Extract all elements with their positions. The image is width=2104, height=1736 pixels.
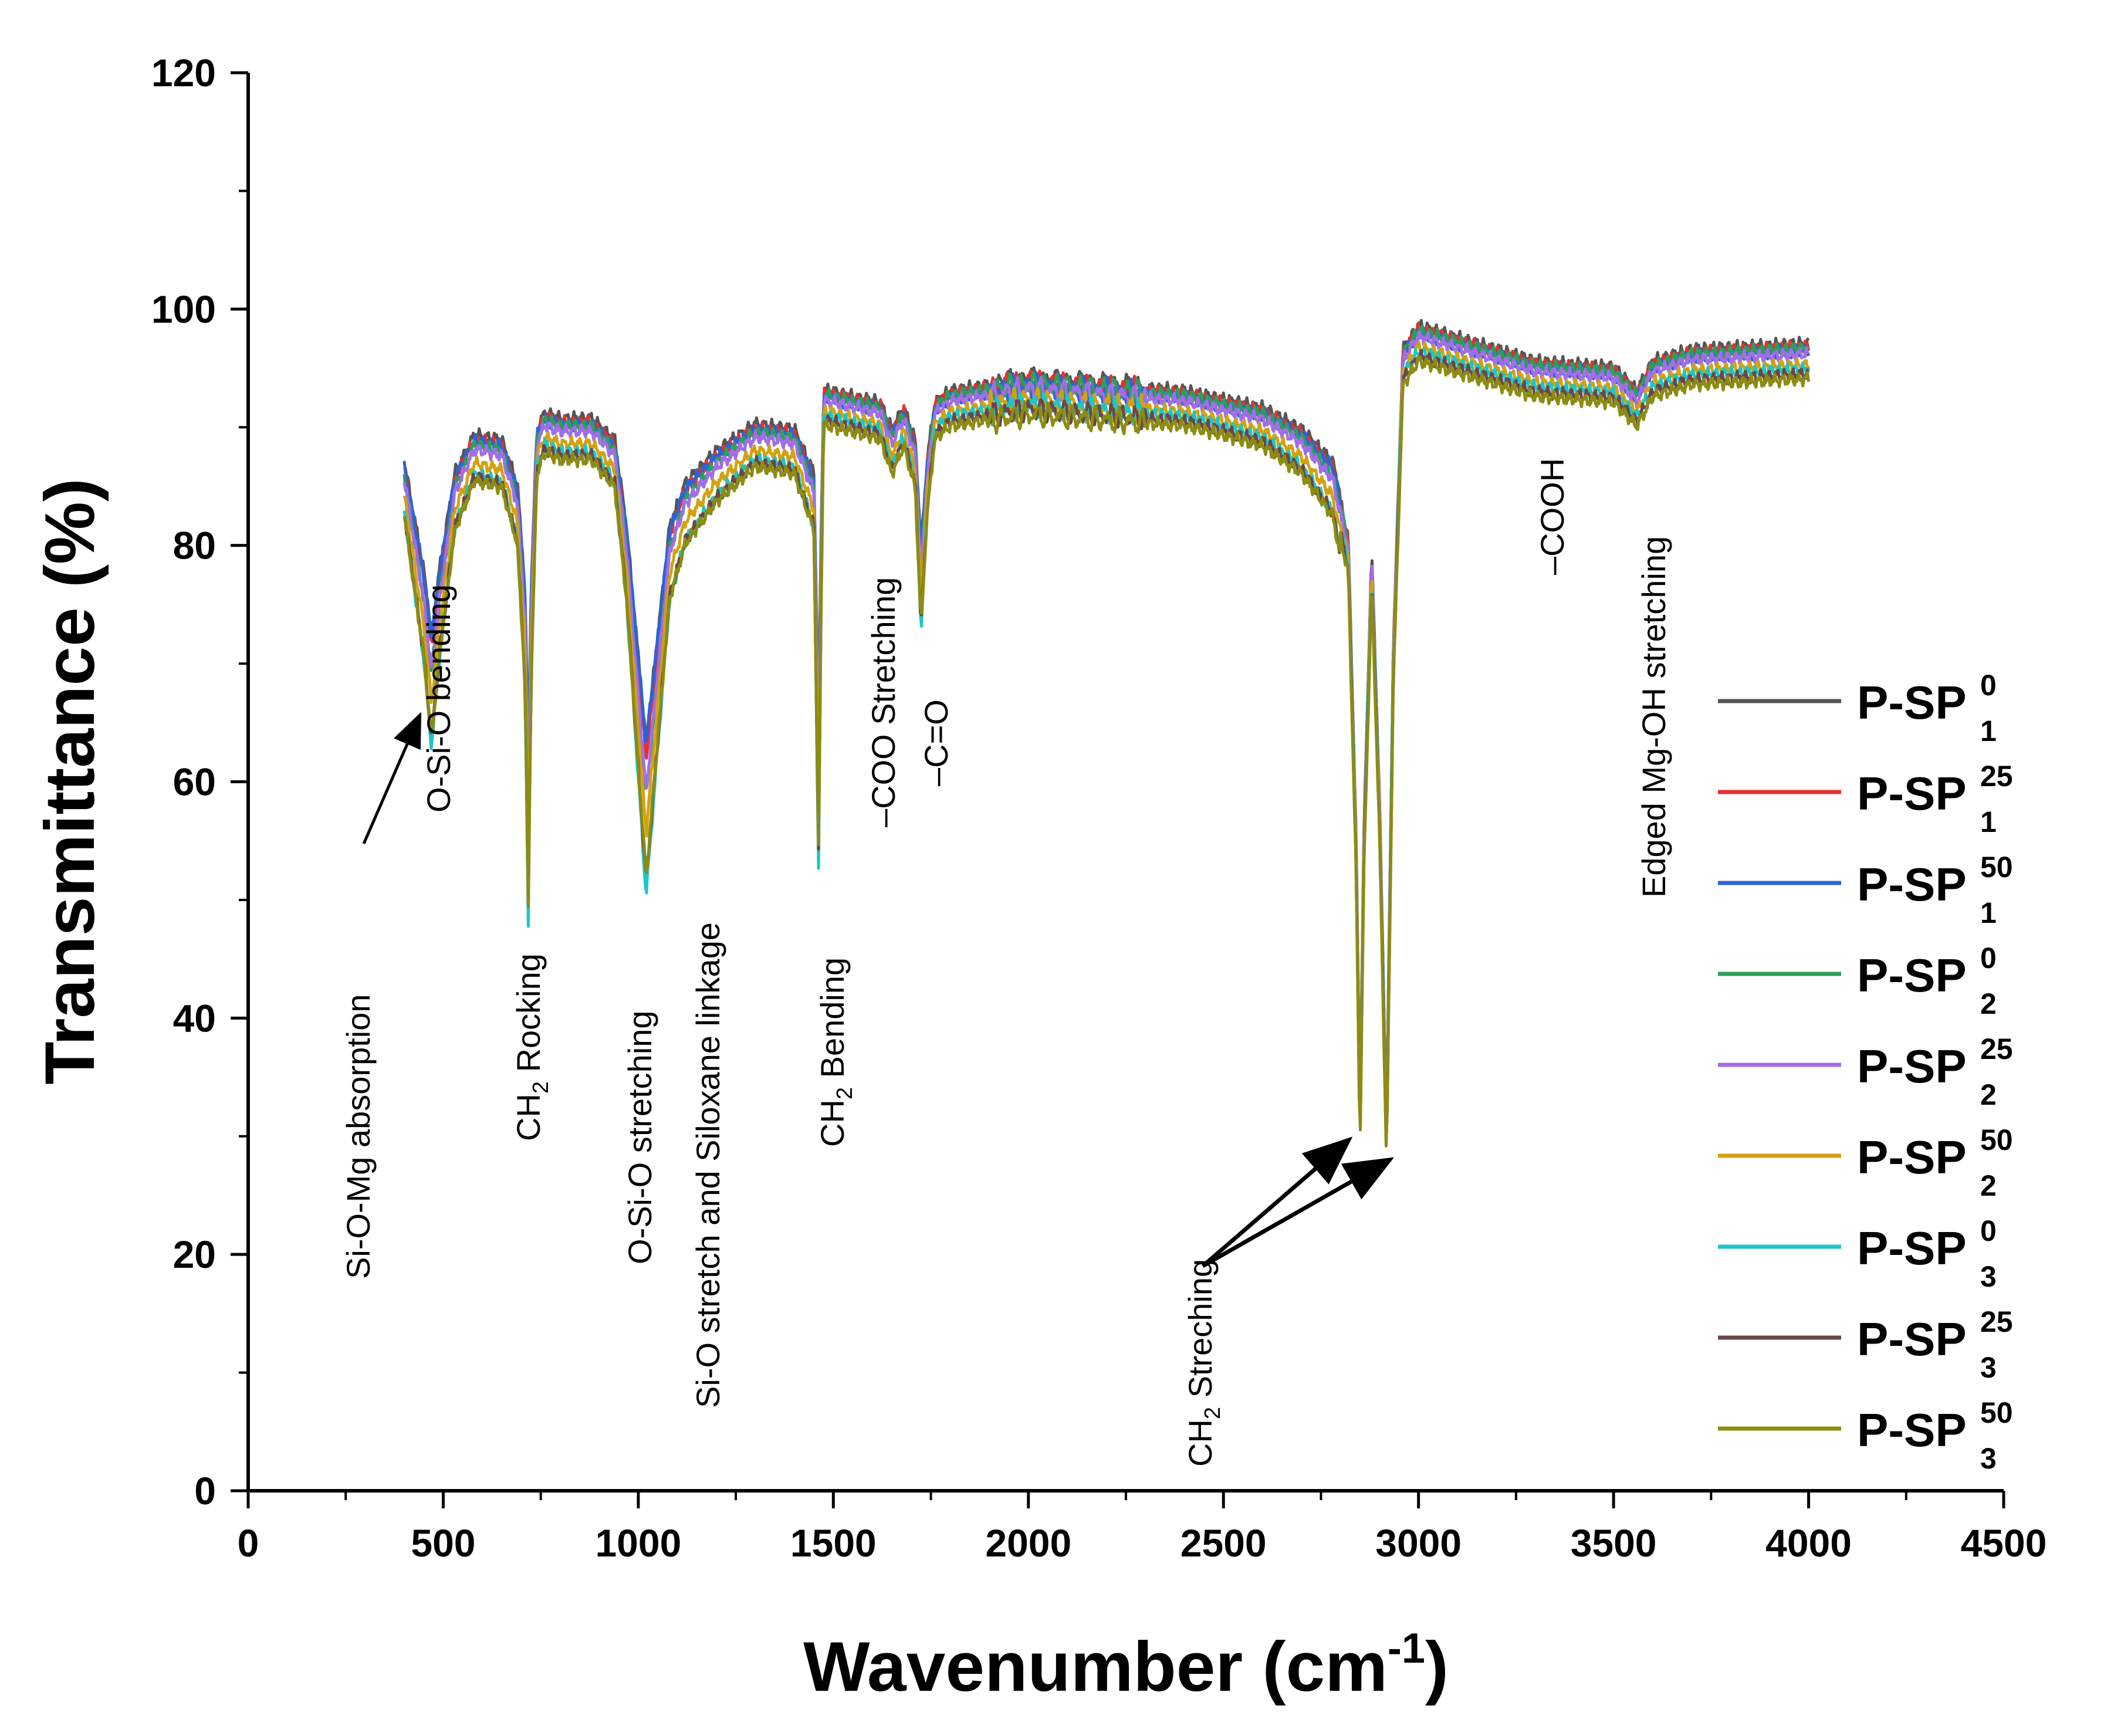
legend-item-2: P-SP 25 1 — [1718, 760, 2013, 838]
legend-label: P-SP — [1857, 858, 1967, 911]
series-line-4 — [402, 324, 1809, 1124]
legend-item-9: P-SP 50 3 — [1718, 1396, 2013, 1475]
legend-subscript: 2 — [1980, 1078, 1997, 1111]
legend-label: P-SP — [1857, 1131, 1967, 1183]
x-tick-label: 2000 — [985, 1521, 1071, 1565]
legend-subscript: 3 — [1980, 1351, 1997, 1384]
annotation-9: CH2 Streching — [1182, 1259, 1225, 1467]
annotation-5: Si-O stretch and Siloxane linkage — [689, 922, 726, 1408]
legend-label: P-SP — [1857, 1404, 1967, 1456]
annotation-10: –COOH — [1534, 458, 1571, 575]
y-tick-label: 20 — [173, 1233, 216, 1276]
arrow-ch2-streching-2 — [1202, 1157, 1395, 1268]
legend-superscript: 50 — [1980, 1396, 2013, 1429]
x-tick-label: 500 — [411, 1521, 475, 1565]
legend-label: P-SP — [1857, 1040, 1967, 1092]
legend-label: P-SP — [1857, 676, 1967, 729]
legend-item-4: P-SP 0 2 — [1718, 942, 1997, 1020]
y-ticks: 0 20 40 60 80 100 120 — [151, 51, 248, 1512]
legend-subscript: 1 — [1980, 715, 1997, 747]
legend-superscript: 25 — [1980, 1305, 2013, 1338]
annotation-2: O-Si-O bending — [420, 584, 457, 813]
x-tick-label: 4000 — [1765, 1521, 1852, 1565]
y-tick-label: 40 — [173, 996, 216, 1040]
series-line-1 — [404, 319, 1810, 1112]
annotation-4: O-Si-O stretching — [621, 1010, 658, 1264]
legend-label: P-SP — [1857, 949, 1967, 1001]
legend-item-7: P-SP 0 3 — [1718, 1214, 1997, 1293]
legend-subscript: 1 — [1980, 806, 1997, 838]
legend-item-5: P-SP 25 2 — [1718, 1033, 2013, 1111]
annotation-layer: Si-O-Mg absorption O-Si-O bending CH2 Rock… — [340, 458, 1672, 1467]
legend-item-6: P-SP 50 2 — [1718, 1124, 2013, 1202]
legend-item-3: P-SP 50 1 — [1718, 851, 2013, 929]
legend-superscript: 0 — [1980, 669, 1997, 702]
arrow-si-o-mg — [362, 712, 422, 844]
x-ticks: 0 500 1000 1500 2000 2500 3000 3500 4000 4500 — [238, 1491, 2047, 1565]
x-tick-label: 4500 — [1961, 1521, 2047, 1565]
legend-superscript: 25 — [1980, 1033, 2013, 1065]
legend-label: P-SP — [1857, 1313, 1967, 1365]
x-tick-label: 0 — [238, 1521, 259, 1565]
legend-item-8: P-SP 25 3 — [1718, 1305, 2013, 1384]
annotation-7: –COO Stretching — [865, 577, 902, 827]
legend-subscript: 2 — [1980, 987, 1997, 1020]
x-tick-label: 1500 — [790, 1521, 877, 1565]
legend-superscript: 25 — [1980, 760, 2013, 793]
y-tick-label: 100 — [151, 287, 216, 331]
annotation-6: CH2 Bending — [814, 957, 857, 1147]
legend-subscript: 1 — [1980, 896, 1997, 929]
legend-superscript: 50 — [1980, 851, 2013, 884]
y-tick-label: 0 — [194, 1469, 216, 1512]
legend-subscript: 3 — [1980, 1442, 1997, 1475]
series-line-8 — [402, 348, 1809, 1146]
series-line-5 — [402, 330, 1809, 1124]
annotation-3: CH2 Rocking — [510, 953, 553, 1141]
legend: P-SP 0 1 P-SP 25 1 P-SP 50 1 P-SP 0 2 P-SP 25 2 P-SP 50 2… — [1718, 669, 2013, 1475]
arrow-ch2-streching-1 — [1201, 1136, 1353, 1268]
legend-subscript: 3 — [1980, 1260, 1997, 1293]
x-tick-label: 2500 — [1180, 1521, 1267, 1565]
legend-superscript: 0 — [1980, 942, 1997, 974]
annotation-11: Edged Mg-OH stretching — [1635, 536, 1672, 898]
legend-item-1: P-SP 0 1 — [1718, 669, 1997, 747]
legend-label: P-SP — [1857, 767, 1967, 820]
series-line-9 — [402, 355, 1811, 1148]
legend-subscript: 2 — [1980, 1169, 1997, 1202]
series-layer — [402, 319, 1811, 1148]
x-tick-label: 3500 — [1571, 1521, 1657, 1565]
annotation-8: –C=O — [918, 699, 955, 786]
legend-superscript: 50 — [1980, 1124, 2013, 1156]
x-tick-label: 1000 — [595, 1521, 681, 1565]
y-axis-title: Transmittance (%) — [31, 478, 109, 1085]
x-axis-title: Wavenumber (cm-1) — [803, 1625, 1449, 1706]
legend-label: P-SP — [1857, 1222, 1967, 1274]
y-tick-label: 120 — [151, 51, 216, 94]
legend-superscript: 0 — [1980, 1214, 1997, 1247]
x-tick-label: 3000 — [1375, 1521, 1462, 1565]
y-tick-label: 60 — [173, 760, 216, 804]
y-tick-label: 80 — [173, 524, 216, 567]
annotation-1: Si-O-Mg absorption — [340, 994, 377, 1279]
